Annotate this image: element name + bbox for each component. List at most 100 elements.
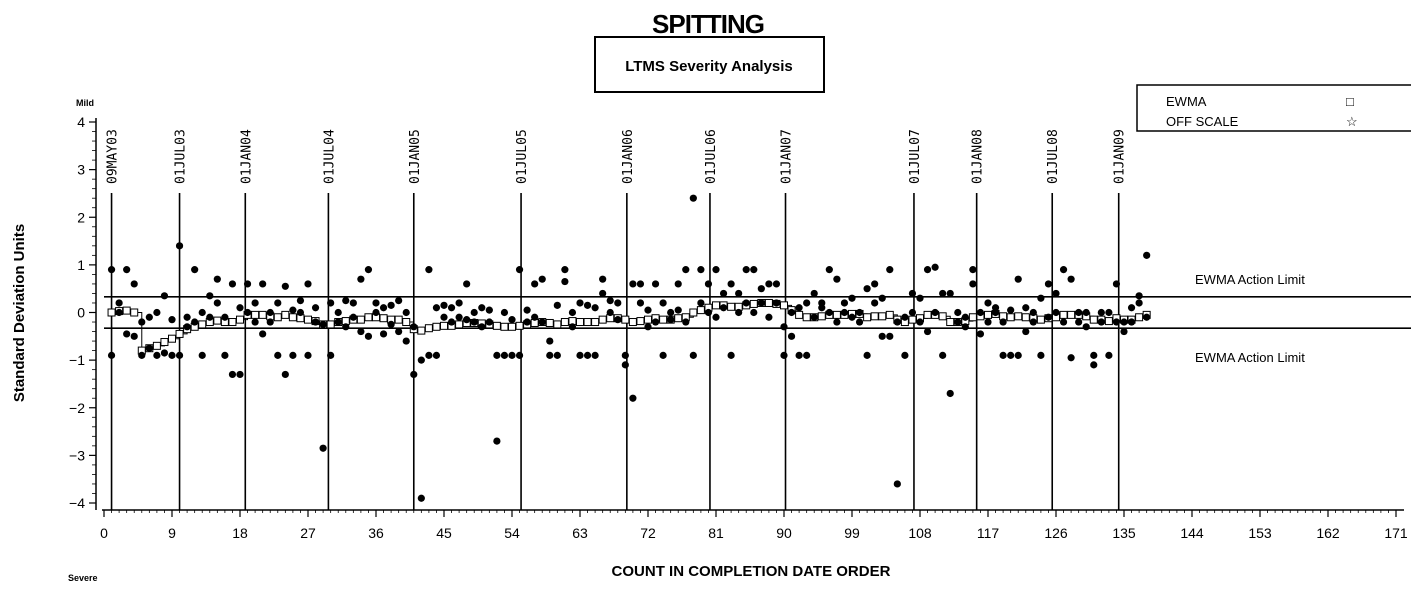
result-point <box>463 316 471 324</box>
result-point <box>931 263 939 271</box>
date-marker-label: 01JAN05 <box>408 129 423 184</box>
result-point <box>281 282 289 290</box>
result-point <box>1052 308 1060 317</box>
ewma-point <box>379 314 388 323</box>
result-point <box>833 275 841 283</box>
ewma-point <box>1006 313 1015 322</box>
y-tick-label: −4 <box>69 495 85 511</box>
result-point <box>410 323 418 331</box>
result-point <box>757 285 765 293</box>
ewma-point <box>689 308 698 317</box>
ewma-point <box>1067 310 1076 319</box>
y-tick-label: 3 <box>77 162 85 178</box>
x-tick-label: 108 <box>908 525 932 541</box>
result-point <box>644 323 652 331</box>
x-tick-label: 144 <box>1180 525 1204 541</box>
ewma-point <box>870 312 879 321</box>
result-point <box>1037 351 1045 359</box>
result-point <box>818 304 826 312</box>
result-point <box>107 351 116 359</box>
result-point <box>651 318 660 326</box>
result-point <box>281 370 289 379</box>
result-point <box>115 299 123 307</box>
result-point <box>667 308 675 317</box>
result-point <box>455 313 463 321</box>
result-point <box>803 299 811 307</box>
result-point <box>765 313 773 321</box>
result-point <box>961 313 969 321</box>
result-point <box>553 351 561 359</box>
result-point <box>840 299 849 307</box>
ewma-point <box>696 306 705 315</box>
x-tick-label: 45 <box>436 525 452 541</box>
result-point <box>266 308 274 317</box>
result-point <box>674 306 682 314</box>
result-point <box>863 351 871 359</box>
ewma-point <box>749 299 758 308</box>
result-point <box>727 280 735 288</box>
ewma-point <box>326 320 335 329</box>
result-point <box>447 304 456 312</box>
ewma-point <box>258 310 267 319</box>
x-tick-label: 9 <box>168 525 176 541</box>
y-axis-title: Standard Deviation Units <box>11 224 28 402</box>
result-point <box>425 351 433 359</box>
result-point <box>160 292 169 300</box>
result-point <box>470 318 478 326</box>
result-point <box>961 323 969 331</box>
result-point <box>508 316 516 324</box>
result-point <box>198 308 206 317</box>
result-point <box>1007 351 1015 359</box>
result-point <box>712 313 720 321</box>
result-point <box>1120 318 1128 326</box>
ewma-point <box>621 315 630 324</box>
result-point <box>493 437 501 445</box>
x-tick-label: 18 <box>232 525 248 541</box>
result-point <box>599 275 607 283</box>
result-point <box>999 318 1007 326</box>
result-point <box>750 266 758 274</box>
result-point <box>410 370 418 379</box>
result-point <box>432 351 441 359</box>
result-point <box>1143 313 1151 321</box>
result-point <box>1014 275 1022 283</box>
x-tick-label: 135 <box>1112 525 1136 541</box>
result-point <box>191 266 199 274</box>
ewma-point <box>130 308 139 317</box>
x-tick-label: 63 <box>572 525 588 541</box>
ewma-point <box>908 315 917 324</box>
result-point <box>123 330 131 338</box>
ewma-point <box>1036 315 1045 324</box>
result-point <box>848 313 856 321</box>
result-point <box>954 318 962 326</box>
legend-label-off-scale: OFF SCALE <box>1166 114 1239 129</box>
result-point <box>357 327 365 336</box>
ewma-point <box>440 321 448 330</box>
result-point <box>810 289 818 298</box>
result-point <box>145 313 153 321</box>
result-point <box>1120 327 1128 336</box>
result-point <box>523 318 531 326</box>
result-point <box>727 351 735 359</box>
result-point <box>485 306 493 314</box>
result-point <box>296 296 305 305</box>
result-point <box>1022 327 1030 336</box>
result-point <box>568 323 577 331</box>
result-point <box>886 266 894 274</box>
result-point <box>168 351 176 359</box>
y-tick-label: 1 <box>77 257 85 273</box>
result-point <box>871 280 879 288</box>
result-point <box>803 351 811 359</box>
result-point <box>991 304 1000 312</box>
result-point <box>946 289 954 298</box>
ewma-point <box>598 315 607 324</box>
result-point <box>447 318 456 326</box>
result-point <box>440 301 448 309</box>
result-point <box>591 351 599 359</box>
result-point <box>1135 292 1143 300</box>
result-point <box>621 361 629 369</box>
result-point <box>402 337 410 345</box>
result-point <box>795 351 803 359</box>
result-point <box>1075 308 1083 317</box>
result-point <box>1105 351 1113 359</box>
